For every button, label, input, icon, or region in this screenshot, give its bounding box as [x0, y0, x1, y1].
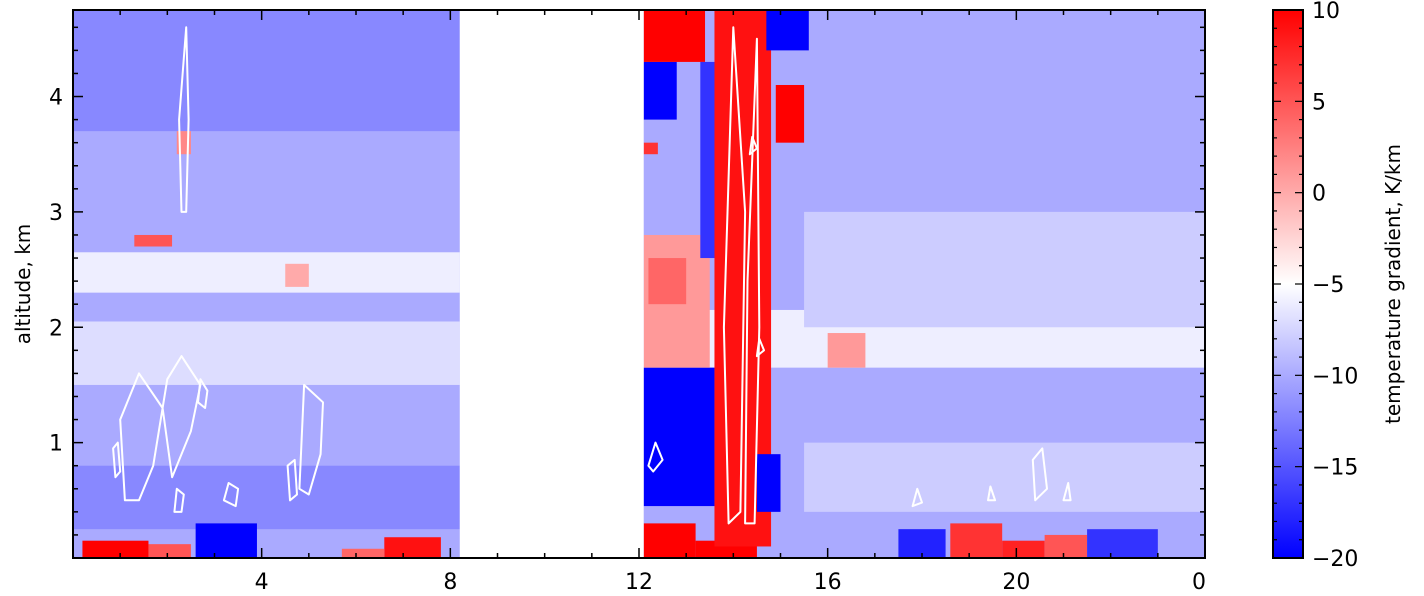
- heatmap-cell-29: [643, 142, 658, 155]
- y-axis-label: altitude, km: [11, 224, 35, 345]
- x-tick-label: 12: [625, 570, 653, 595]
- heatmap-cell-27: [775, 84, 805, 143]
- colorbar-axis: 10 5 0 −5 −10 −15 −20: [1273, 0, 1358, 572]
- colorbar-tick-label: −10: [1312, 364, 1358, 389]
- heatmap-cell-7: [804, 442, 1205, 512]
- heatmap-cell-6: [804, 211, 1205, 328]
- colorbar-tick-label: −5: [1312, 273, 1344, 298]
- heatmap-cell-13: [134, 234, 173, 247]
- heatmap-cell-34: [1087, 529, 1158, 558]
- colorbar-tick-label: −20: [1312, 547, 1358, 572]
- x-tick-label: 8: [443, 570, 457, 595]
- heatmap-cell-16: [643, 523, 696, 558]
- colorbar-tick-label: 0: [1312, 182, 1326, 207]
- contour-line-13: [722, 26, 747, 525]
- contour-line-1: [112, 441, 122, 479]
- heatmap-cell-31: [950, 523, 1003, 558]
- y-tick-label: 4: [49, 86, 63, 111]
- heatmap-cell-25: [756, 454, 781, 512]
- heatmap-cell-2: [73, 252, 460, 293]
- contour-line-2: [197, 378, 209, 409]
- heatmap-cell-8: [82, 540, 149, 558]
- contour-line-9: [911, 487, 923, 508]
- contour-line-7: [647, 441, 664, 473]
- heatmap-cell-20: [648, 258, 687, 305]
- contour-line-3: [298, 383, 324, 496]
- contour-lines: [112, 26, 1072, 525]
- contour-line-4: [286, 458, 298, 502]
- contour-line-11: [987, 485, 997, 502]
- colorbar-tick-label: −15: [1312, 456, 1358, 481]
- colorbar-tick-label: 5: [1312, 90, 1326, 115]
- heatmap-cell-18: [643, 367, 715, 507]
- no-data-region: [459, 10, 644, 558]
- contour-line-6: [222, 482, 240, 508]
- heatmap-cell-9: [148, 544, 191, 558]
- contour-line-15: [748, 135, 758, 156]
- y-tick-label: 3: [49, 201, 63, 226]
- heatmap-cell-14: [285, 263, 309, 287]
- heatmap-cell-21: [643, 61, 677, 120]
- heatmap-cell-1: [73, 10, 460, 132]
- colorbar-tick-label: 10: [1312, 0, 1340, 24]
- heatmap-cell-32: [1002, 540, 1045, 558]
- heatmap-cell-28: [827, 333, 866, 368]
- heatmap-cell-10: [195, 523, 257, 558]
- contour-line-5: [173, 487, 185, 513]
- contour-line-16: [755, 337, 765, 358]
- contour-line-0: [119, 355, 202, 502]
- contour-line-8: [1031, 447, 1048, 502]
- heatmap-cell-22: [643, 10, 706, 62]
- heatmap-cell-26: [766, 10, 809, 51]
- contour-line-12: [178, 26, 190, 213]
- x-tick-label: 0: [1192, 570, 1206, 595]
- heatmap-cell-3: [73, 321, 460, 385]
- heatmap-cell-33: [1044, 534, 1088, 558]
- y-tick-label: 2: [49, 316, 63, 341]
- x-tick-label: 4: [255, 570, 269, 595]
- colorbar-label: temperature gradient, K/km: [1381, 144, 1405, 424]
- contour-line-14: [744, 37, 761, 525]
- contour-line-10: [1062, 482, 1072, 502]
- heatmap-cell-23: [700, 61, 720, 259]
- x-tick-label: 20: [1002, 570, 1030, 595]
- heatmap-cell-11: [384, 537, 441, 558]
- x-tick-label: 16: [814, 570, 842, 595]
- heatmap-cell-12: [341, 548, 385, 558]
- no-data-gap: [459, 10, 644, 558]
- heatmap-cell-4: [73, 465, 460, 530]
- y-tick-label: 1: [49, 432, 63, 457]
